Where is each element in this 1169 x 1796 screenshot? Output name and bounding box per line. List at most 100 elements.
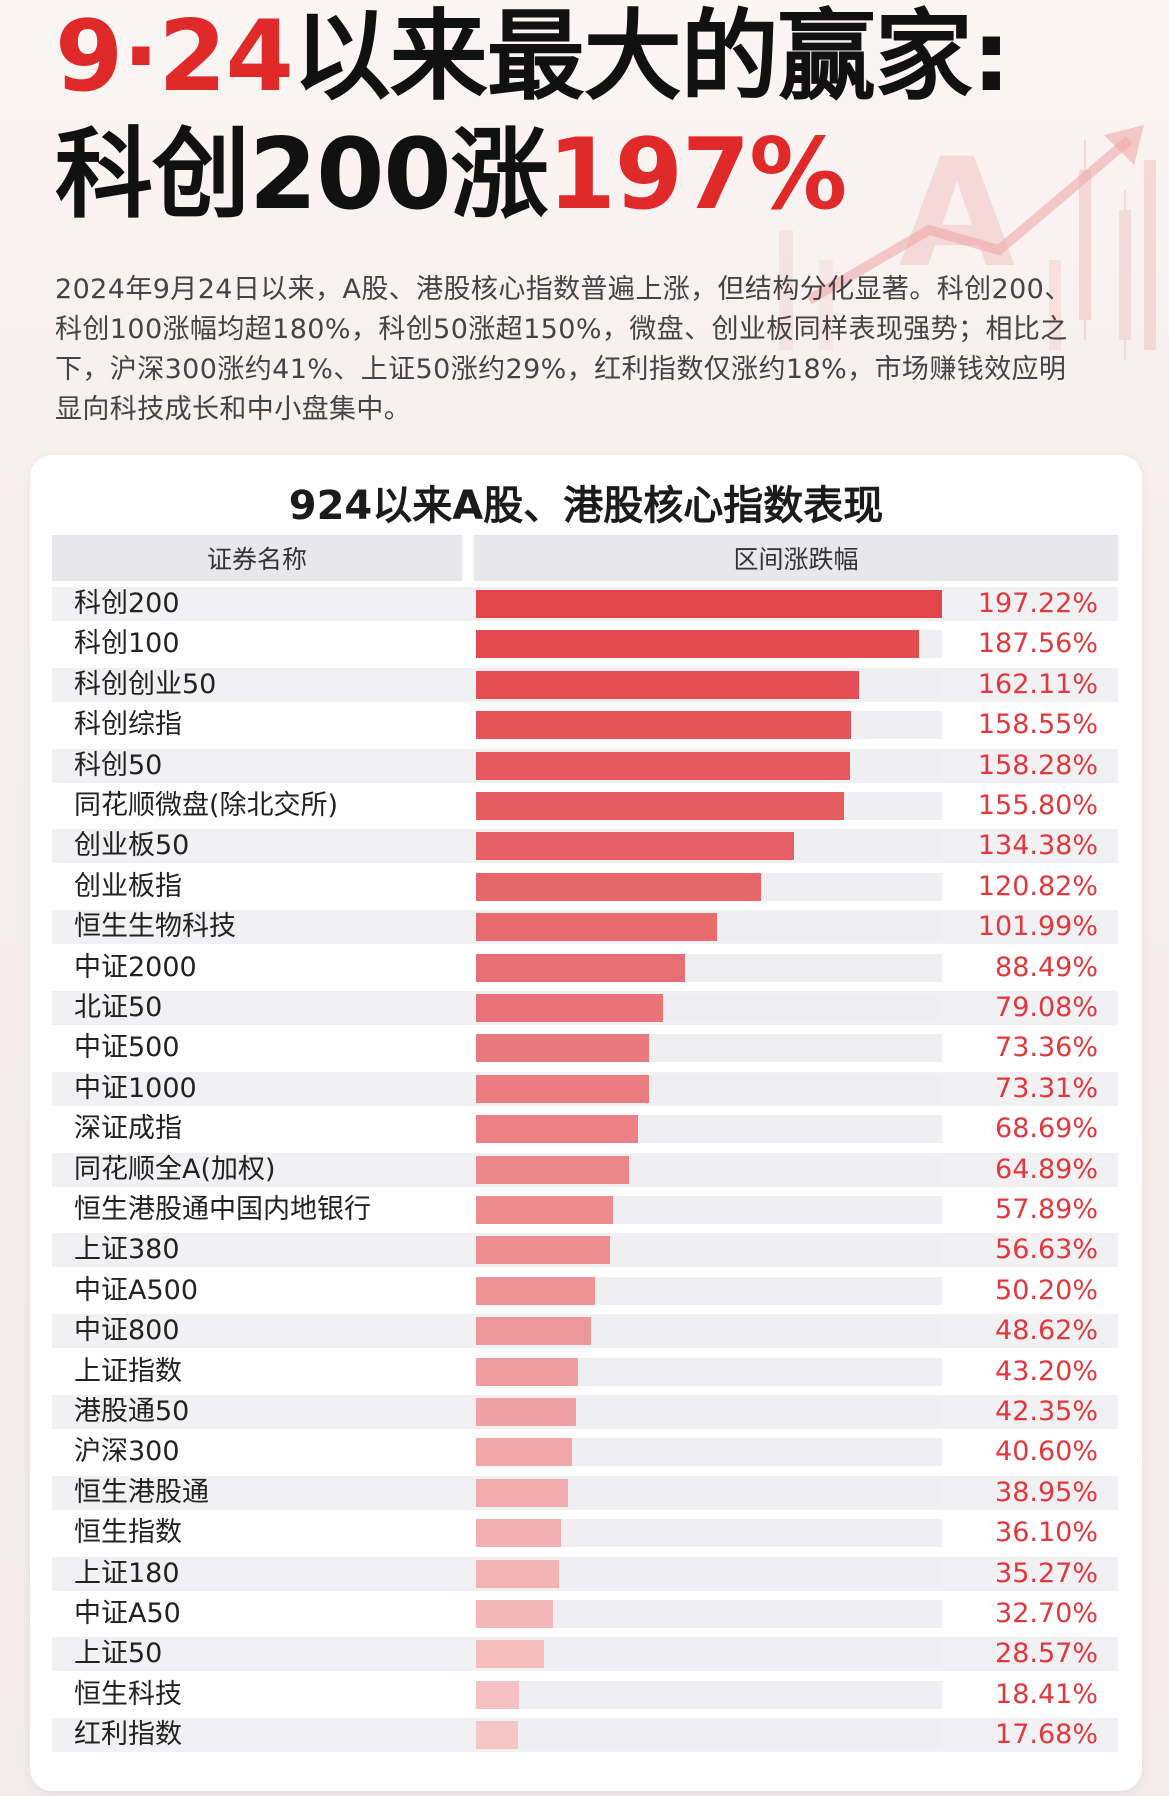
bar-row: 恒生指数 36.10%	[52, 1516, 1118, 1550]
bar-track	[476, 1721, 942, 1750]
category-label: 上证380	[74, 1234, 180, 1266]
category-label: 科创50	[74, 749, 163, 781]
bar	[476, 1680, 520, 1709]
value-label: 17.68%	[995, 1719, 1098, 1751]
category-label: 中证500	[74, 1032, 180, 1064]
bar-track	[476, 1600, 942, 1628]
headline-text-2: 科创200涨	[55, 118, 549, 232]
bar-row: 科创创业50 162.11%	[52, 667, 1118, 702]
bar	[476, 1519, 562, 1548]
category-label: 恒生科技	[74, 1678, 182, 1710]
bar-row: 恒生生物科技 101.99%	[52, 910, 1118, 945]
headline-date: 9·24	[55, 0, 294, 114]
headline-percent: 197%	[547, 118, 848, 232]
category-label: 上证50	[74, 1638, 163, 1670]
bar	[476, 1721, 518, 1750]
value-label: 158.28%	[977, 749, 1098, 781]
bar	[476, 1034, 650, 1063]
category-label: 恒生指数	[74, 1517, 182, 1549]
value-label: 79.08%	[995, 992, 1098, 1023]
bar-track	[476, 1680, 942, 1709]
bar	[476, 872, 762, 901]
bar-row: 港股通50 42.35%	[52, 1395, 1118, 1429]
category-label: 港股通50	[74, 1396, 190, 1427]
bar-track	[476, 1640, 942, 1669]
value-label: 32.70%	[995, 1598, 1098, 1629]
category-label: 创业板指	[74, 870, 182, 902]
bar-row: 科创综指 158.55%	[52, 708, 1118, 742]
category-label: 科创100	[74, 628, 180, 660]
category-label: 沪深300	[74, 1436, 180, 1468]
bar-row: 中证500 73.36%	[52, 1031, 1118, 1065]
category-label: 红利指数	[74, 1719, 182, 1751]
bar	[476, 1276, 595, 1305]
value-label: 38.95%	[995, 1476, 1098, 1508]
value-label: 43.20%	[995, 1355, 1098, 1387]
bar	[476, 1600, 554, 1628]
bar	[476, 1236, 610, 1265]
value-label: 134.38%	[977, 830, 1098, 862]
value-label: 88.49%	[995, 951, 1098, 983]
headline-line-1: 9·24以来最大的赢家:	[55, 8, 1011, 126]
value-label: 56.63%	[995, 1234, 1098, 1266]
category-label: 中证A500	[74, 1274, 199, 1306]
headline: 9·24以来最大的赢家: 科创200涨197%	[55, 8, 1011, 244]
headline-text-1: 以来最大的赢家:	[292, 0, 1011, 114]
bar-row: 恒生港股通 38.95%	[52, 1475, 1118, 1510]
bar	[476, 630, 920, 659]
background-chart-decoration: A	[779, 125, 1156, 360]
category-label: 科创创业50	[74, 668, 217, 700]
value-label: 187.56%	[977, 628, 1098, 660]
value-label: 73.31%	[995, 1072, 1098, 1104]
bar	[476, 913, 717, 942]
category-label: 恒生港股通	[74, 1476, 209, 1508]
value-label: 40.60%	[995, 1436, 1098, 1468]
category-label: 上证指数	[74, 1355, 182, 1387]
bar-row: 中证800 48.62%	[52, 1314, 1118, 1349]
svg-text:A: A	[899, 127, 1015, 301]
value-label: 28.57%	[995, 1638, 1098, 1670]
index-performance-card: 924以来A股、港股核心指数表现 证券名称 区间涨跌幅 科创200 197.22%…	[30, 455, 1142, 1791]
bar-row: 恒生科技 18.41%	[52, 1678, 1118, 1712]
value-label: 50.20%	[995, 1274, 1098, 1306]
value-label: 64.89%	[995, 1153, 1098, 1185]
bar	[476, 590, 942, 618]
value-label: 42.35%	[995, 1396, 1098, 1427]
bar	[476, 1478, 569, 1507]
category-label: 中证A50	[74, 1598, 181, 1629]
bar-row: 中证1000 73.31%	[52, 1071, 1118, 1106]
value-label: 18.41%	[995, 1678, 1098, 1710]
bar-row: 创业板50 134.38%	[52, 829, 1118, 864]
value-label: 48.62%	[995, 1315, 1098, 1347]
category-label: 北证50	[74, 992, 163, 1023]
bar	[476, 1398, 577, 1426]
bar	[476, 670, 860, 699]
bar	[476, 1196, 613, 1224]
category-label: 科创200	[74, 588, 180, 619]
bar-row: 中证A500 50.20%	[52, 1274, 1118, 1308]
bar	[476, 1357, 579, 1386]
bar-row: 科创50 158.28%	[52, 748, 1118, 783]
bar-row: 上证50 28.57%	[52, 1637, 1118, 1672]
category-label: 深证成指	[74, 1113, 182, 1145]
category-label: 同花顺微盘(除北交所)	[74, 790, 339, 821]
bar-row: 上证380 56.63%	[52, 1233, 1118, 1268]
chart-title: 924以来A股、港股核心指数表现	[288, 483, 884, 529]
bar	[476, 994, 663, 1022]
value-label: 120.82%	[977, 870, 1098, 902]
intro-paragraph: 2024年9月24日以来，A股、港股核心指数普遍上涨，但结构分化显著。科创200…	[55, 274, 1072, 425]
bar-row: 中证2000 88.49%	[52, 951, 1118, 985]
category-label: 中证2000	[74, 951, 197, 983]
column-header-change: 区间涨跌幅	[474, 535, 1118, 581]
bar	[476, 1155, 630, 1184]
category-label: 同花顺全A(加权)	[74, 1153, 276, 1185]
column-header-name: 证券名称	[52, 535, 462, 581]
category-label: 恒生生物科技	[74, 911, 236, 943]
bar-row: 深证成指 68.69%	[52, 1112, 1118, 1146]
bar	[476, 711, 851, 740]
category-label: 上证180	[74, 1557, 180, 1589]
bar-row: 同花顺微盘(除北交所) 155.80%	[52, 789, 1118, 823]
bar-row: 红利指数 17.68%	[52, 1718, 1118, 1753]
value-label: 197.22%	[977, 588, 1098, 619]
bar-row: 上证180 35.27%	[52, 1556, 1118, 1591]
